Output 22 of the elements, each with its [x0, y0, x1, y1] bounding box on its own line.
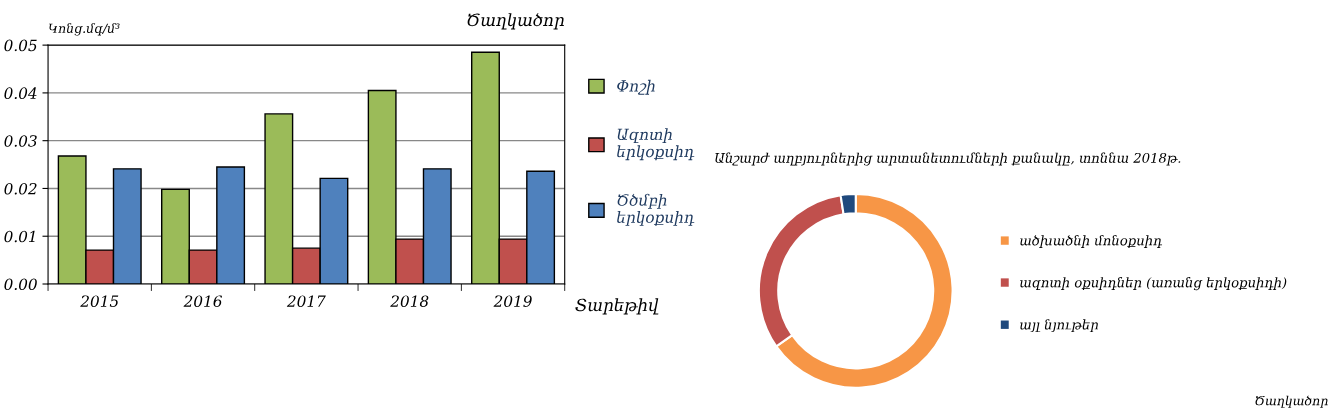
- y-tick-label: 0.04: [4, 87, 37, 99]
- y-axis-title: Կոնց.մգ/մ³: [48, 23, 120, 36]
- x-tick-label: 2015: [80, 295, 119, 307]
- y-tick-label: 0.02: [4, 182, 37, 195]
- legend-label: այլ նյութեր: [1020, 319, 1099, 333]
- x-tick-label: 2019: [493, 295, 532, 307]
- y-tick-label: 0.05: [4, 39, 37, 52]
- y-tick-label: 0.00: [4, 278, 37, 291]
- chart-title: Ծաղկածոր: [467, 13, 564, 30]
- x-axis-title: Տարեթիվ: [575, 298, 659, 315]
- legend-label: ածխածնի մոնօքսիդ: [1020, 235, 1163, 248]
- chart-title: Անշարժ աղբյուրներից արտանետումների քանակը, տոննա 2018թ.: [715, 152, 1181, 166]
- legend-label: Ծծմբի երկօքսիդ: [617, 193, 695, 226]
- x-tick-label: 2016: [183, 295, 222, 307]
- y-tick-label: 0.01: [4, 230, 35, 243]
- legend-label: ազոտի օքսիդներ (առանց երկօքսիդի): [1020, 277, 1287, 291]
- text: Ծաղկածոր: [1255, 395, 1328, 408]
- y-tick-label: 0.03: [4, 135, 37, 147]
- legend-label: Ազոտի երկօքսիդ: [617, 128, 695, 161]
- x-tick-label: 2017: [286, 295, 326, 307]
- x-tick-label: 2018: [390, 295, 429, 307]
- legend-label: Փոշի: [617, 79, 655, 95]
